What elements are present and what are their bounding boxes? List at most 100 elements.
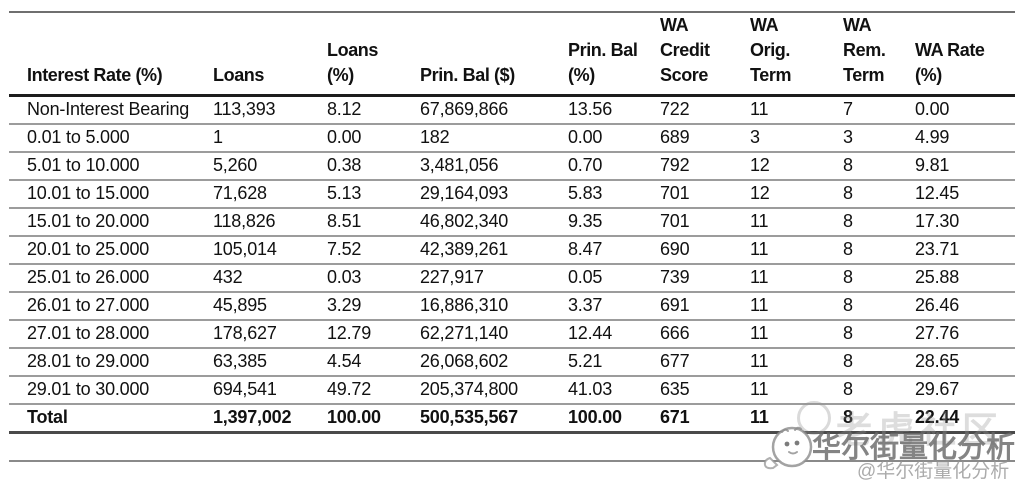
cell: 16,886,310 xyxy=(420,291,568,321)
table-row: 25.01 to 26.000 432 0.03 227,917 0.05 739 11 8 2… xyxy=(9,263,1015,293)
cell: 722 xyxy=(660,95,750,125)
cell: 694,541 xyxy=(213,375,327,405)
cell: 182 xyxy=(420,123,568,153)
total-row: Total 1,397,002 100.00 500,535,567 100.0… xyxy=(9,403,1015,434)
total-prin-bal: 500,535,567 xyxy=(420,403,568,434)
cell: 26.01 to 27.000 xyxy=(9,291,213,321)
column-header-wa-rate: WA Rate (%) xyxy=(915,12,1015,97)
table-header: Interest Rate (%) Loans Loans (%) Prin. … xyxy=(9,12,1015,97)
cell: 8.12 xyxy=(327,95,420,125)
cell: 689 xyxy=(660,123,750,153)
cell: 71,628 xyxy=(213,179,327,209)
table-row: 0.01 to 5.000 1 0.00 182 0.00 689 3 3 4.99 xyxy=(9,123,1015,153)
total-wa-credit-score: 671 xyxy=(660,403,750,434)
total-label: Total xyxy=(9,403,213,434)
cell: 26,068,602 xyxy=(420,347,568,377)
cell: 701 xyxy=(660,179,750,209)
cell: 1 xyxy=(213,123,327,153)
header-row: Interest Rate (%) Loans Loans (%) Prin. … xyxy=(9,12,1015,97)
cell: 12.44 xyxy=(568,319,660,349)
table-row: 5.01 to 10.000 5,260 0.38 3,481,056 0.70 792 1… xyxy=(9,151,1015,181)
cell: 9.35 xyxy=(568,207,660,237)
cell: 12.45 xyxy=(915,179,1015,209)
cell: 0.70 xyxy=(568,151,660,181)
cell: 432 xyxy=(213,263,327,293)
cell: 12.79 xyxy=(327,319,420,349)
table-row: 10.01 to 15.000 71,628 5.13 29,164,093 5.83 7… xyxy=(9,179,1015,209)
cell: 635 xyxy=(660,375,750,405)
column-header-wa-rem-term: WA Rem. Term xyxy=(843,12,915,97)
cell: 792 xyxy=(660,151,750,181)
table-row: 27.01 to 28.000 178,627 12.79 62,271,140 12.… xyxy=(9,319,1015,349)
cell: Non-Interest Bearing xyxy=(9,95,213,125)
interest-rate-table: Interest Rate (%) Loans Loans (%) Prin. … xyxy=(9,11,1015,434)
cell: 25.01 to 26.000 xyxy=(9,263,213,293)
table-footer: Total 1,397,002 100.00 500,535,567 100.0… xyxy=(9,403,1015,434)
cell: 11 xyxy=(750,319,843,349)
cell: 0.05 xyxy=(568,263,660,293)
cell: 28.65 xyxy=(915,347,1015,377)
cell: 10.01 to 15.000 xyxy=(9,179,213,209)
cell: 8 xyxy=(843,263,915,293)
cell: 49.72 xyxy=(327,375,420,405)
cell: 3.29 xyxy=(327,291,420,321)
cell: 118,826 xyxy=(213,207,327,237)
cell: 46,802,340 xyxy=(420,207,568,237)
cell: 5.21 xyxy=(568,347,660,377)
cell: 8 xyxy=(843,235,915,265)
cell: 11 xyxy=(750,375,843,405)
cell: 8 xyxy=(843,179,915,209)
column-header-prin-bal: Prin. Bal ($) xyxy=(420,12,568,97)
cell: 62,271,140 xyxy=(420,319,568,349)
bottom-rule xyxy=(9,460,1015,462)
cell: 690 xyxy=(660,235,750,265)
cell: 41.03 xyxy=(568,375,660,405)
total-wa-rate: 22.44 xyxy=(915,403,1015,434)
table-row: Non-Interest Bearing 113,393 8.12 67,869,86… xyxy=(9,95,1015,125)
cell: 11 xyxy=(750,347,843,377)
cell: 23.71 xyxy=(915,235,1015,265)
cell: 0.00 xyxy=(327,123,420,153)
total-prin-bal-pct: 100.00 xyxy=(568,403,660,434)
cell: 11 xyxy=(750,95,843,125)
cell: 3 xyxy=(843,123,915,153)
cell: 178,627 xyxy=(213,319,327,349)
cell: 8 xyxy=(843,347,915,377)
cell: 5.83 xyxy=(568,179,660,209)
cell: 5,260 xyxy=(213,151,327,181)
cell: 27.76 xyxy=(915,319,1015,349)
cell: 691 xyxy=(660,291,750,321)
total-wa-rem-term: 8 xyxy=(843,403,915,434)
cell: 0.00 xyxy=(915,95,1015,125)
table-row: 15.01 to 20.000 118,826 8.51 46,802,340 9.35… xyxy=(9,207,1015,237)
cell: 20.01 to 25.000 xyxy=(9,235,213,265)
column-header-prin-bal-pct: Prin. Bal (%) xyxy=(568,12,660,97)
cell: 8.51 xyxy=(327,207,420,237)
cell: 205,374,800 xyxy=(420,375,568,405)
cell: 42,389,261 xyxy=(420,235,568,265)
cell: 0.38 xyxy=(327,151,420,181)
cell: 5.01 to 10.000 xyxy=(9,151,213,181)
column-header-interest-rate: Interest Rate (%) xyxy=(9,12,213,97)
cell: 0.01 to 5.000 xyxy=(9,123,213,153)
cell: 666 xyxy=(660,319,750,349)
cell: 27.01 to 28.000 xyxy=(9,319,213,349)
cell: 67,869,866 xyxy=(420,95,568,125)
column-header-loans: Loans xyxy=(213,12,327,97)
cell: 739 xyxy=(660,263,750,293)
total-loans-pct: 100.00 xyxy=(327,403,420,434)
cell: 12 xyxy=(750,151,843,181)
cell: 701 xyxy=(660,207,750,237)
column-header-wa-credit-score: WA Credit Score xyxy=(660,12,750,97)
table-row: 26.01 to 27.000 45,895 3.29 16,886,310 3.37 6… xyxy=(9,291,1015,321)
cell: 9.81 xyxy=(915,151,1015,181)
cell: 4.99 xyxy=(915,123,1015,153)
total-loans: 1,397,002 xyxy=(213,403,327,434)
cell: 15.01 to 20.000 xyxy=(9,207,213,237)
cell: 11 xyxy=(750,207,843,237)
cell: 3,481,056 xyxy=(420,151,568,181)
column-header-wa-orig-term: WA Orig. Term xyxy=(750,12,843,97)
column-header-loans-pct: Loans (%) xyxy=(327,12,420,97)
cell: 13.56 xyxy=(568,95,660,125)
